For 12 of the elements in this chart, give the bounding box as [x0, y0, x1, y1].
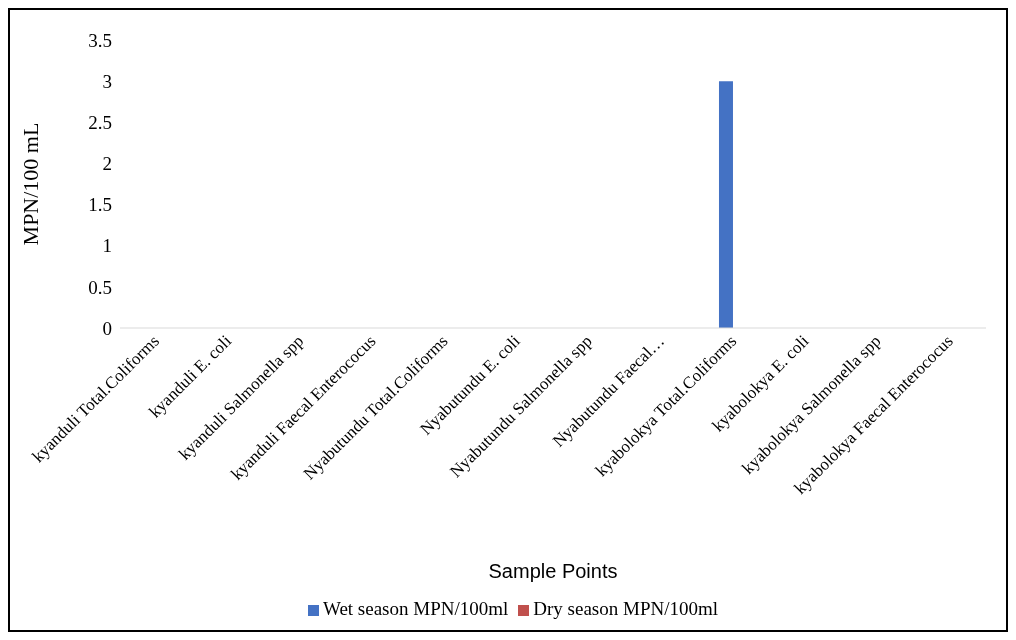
y-axis-title: MPN/100 mL — [17, 122, 43, 246]
legend-label: Dry season MPN/100ml — [533, 598, 719, 619]
y-tick-label: 3 — [102, 70, 112, 92]
y-tick-label: 3.5 — [88, 29, 112, 51]
y-tick-label: 2.5 — [88, 112, 112, 134]
x-axis-title: Sample Points — [488, 560, 618, 582]
legend-label: Wet season MPN/100ml — [322, 598, 509, 619]
y-tick-label: 0 — [102, 317, 112, 339]
y-tick-label: 1.5 — [88, 194, 112, 216]
y-tick-label: 1 — [102, 235, 112, 257]
y-tick-label: 0.5 — [88, 276, 112, 298]
y-tick-label: 2 — [102, 153, 112, 175]
